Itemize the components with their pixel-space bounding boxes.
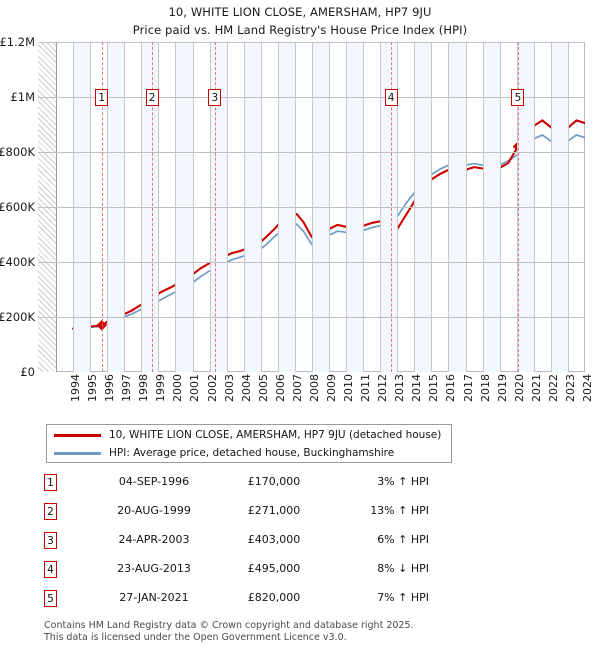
y-gridline [38, 152, 585, 153]
transaction-marker-badge-2[interactable]: 2 [145, 89, 159, 106]
legend-item-hpi: HPI: Average price, detached house, Buck… [54, 444, 394, 462]
x-axis-tick-label: 2018 [478, 374, 492, 402]
footer-line-copyright: Contains HM Land Registry data © Crown c… [44, 620, 414, 631]
x-axis-tick-label: 1996 [103, 374, 117, 402]
row-hpi-delta: 13% ↑ HPI [370, 504, 429, 517]
row-hpi-delta: 3% ↑ HPI [377, 475, 429, 488]
y-axis-tick-label: £0 [20, 365, 35, 379]
chart-plot-area: 1 2 3 4 5 [38, 42, 585, 372]
x-axis-tick-label: 2007 [290, 374, 304, 402]
x-axis-tick-label: 1994 [69, 374, 83, 402]
x-axis-tick-label: 1998 [137, 374, 151, 402]
row-price: £495,000 [247, 562, 301, 575]
chart-title-block: 10, WHITE LION CLOSE, AMERSHAM, HP7 9JU … [0, 0, 600, 37]
x-axis-tick-label: 2014 [410, 374, 424, 402]
y-gridline [38, 42, 585, 43]
y-axis-tick-label: £800K [0, 145, 35, 159]
x-axis-tick-label: 1997 [120, 374, 134, 402]
row-number-badge: 1 [44, 474, 57, 491]
transaction-marker-line-1 [101, 42, 103, 372]
y-axis-tick-label: £1.2M [0, 35, 35, 49]
chart-legend: 10, WHITE LION CLOSE, AMERSHAM, HP7 9JU … [46, 424, 452, 463]
table-row[interactable]: 1 04-SEP-1996 £170,000 3% ↑ HPI [44, 472, 464, 501]
page-title: 10, WHITE LION CLOSE, AMERSHAM, HP7 9JU [168, 5, 432, 19]
row-number-badge: 5 [44, 590, 57, 607]
x-axis-tick-label: 2016 [444, 374, 458, 402]
row-date: 20-AUG-1999 [117, 504, 191, 517]
legend-label-hpi: HPI: Average price, detached house, Buck… [109, 447, 395, 459]
x-axis-tick-label: 2010 [342, 374, 356, 402]
x-axis-tick-label: 2024 [580, 374, 594, 402]
transaction-marker-line-5 [517, 42, 519, 372]
x-axis-tick-label: 2003 [222, 374, 236, 402]
transaction-marker-line-2 [152, 42, 154, 372]
footer-attribution: Contains HM Land Registry data © Crown c… [44, 620, 584, 643]
row-price: £403,000 [247, 533, 301, 546]
x-axis-tick-label: 2001 [188, 374, 202, 402]
x-axis-tick-label: 2002 [205, 374, 219, 402]
x-axis-tick-label: 2011 [359, 374, 373, 402]
x-axis-tick-label: 2013 [393, 374, 407, 402]
row-hpi-delta: 8% ↓ HPI [377, 562, 429, 575]
x-axis-tick-label: 2020 [512, 374, 526, 402]
legend-item-property: 10, WHITE LION CLOSE, AMERSHAM, HP7 9JU … [54, 426, 441, 444]
row-price: £170,000 [247, 475, 301, 488]
row-date: 04-SEP-1996 [118, 475, 190, 488]
x-axis-tick-label: 2008 [307, 374, 321, 402]
x-axis-tick-label: 1995 [86, 374, 100, 402]
row-hpi-delta: 6% ↑ HPI [377, 533, 429, 546]
row-date: 23-AUG-2013 [117, 562, 191, 575]
y-gridline [38, 317, 585, 318]
x-axis-tick-label: 2023 [563, 374, 577, 402]
transaction-marker-line-4 [391, 42, 393, 372]
y-axis-tick-label: £200K [0, 310, 35, 324]
row-number-badge: 4 [44, 561, 57, 578]
x-axis-tick-label: 2021 [529, 374, 543, 402]
y-gridline [38, 97, 585, 98]
row-price: £271,000 [247, 504, 301, 517]
x-axis-tick-label: 2009 [325, 374, 338, 402]
y-axis-tick-label: £400K [0, 255, 35, 269]
row-date: 24-APR-2003 [118, 533, 190, 546]
row-date: 27-JAN-2021 [119, 591, 189, 604]
x-axis-tick-label: 2005 [256, 374, 270, 402]
footer-line-licence: This data is licensed under the Open Gov… [44, 631, 347, 643]
y-axis-tick-label: £1M [10, 90, 35, 104]
row-hpi-delta: 7% ↑ HPI [377, 591, 429, 604]
row-number-badge: 2 [44, 503, 57, 520]
table-row[interactable]: 4 23-AUG-2013 £495,000 8% ↓ HPI [44, 559, 464, 588]
x-axis-labels: 1994 1995 1996 1997 1998 1999 2000 2001 2002 2003… [38, 374, 600, 414]
x-axis-tick-label: 2006 [273, 374, 287, 402]
y-axis-tick-label: £600K [0, 200, 35, 214]
x-axis-tick-label: 1999 [154, 374, 168, 402]
legend-swatch-hpi [54, 451, 101, 455]
y-gridline [38, 207, 585, 208]
transaction-marker-badge-4[interactable]: 4 [384, 89, 398, 106]
x-axis-tick-label: 2019 [495, 374, 509, 402]
transaction-marker-badge-5[interactable]: 5 [511, 89, 525, 106]
x-axis-tick-label: 2000 [171, 374, 185, 402]
table-row[interactable]: 2 20-AUG-1999 £271,000 13% ↑ HPI [44, 501, 464, 530]
transaction-marker-badge-3[interactable]: 3 [208, 89, 222, 106]
x-axis-tick-label: 2015 [427, 374, 441, 402]
transaction-marker-badge-1[interactable]: 1 [95, 89, 109, 106]
x-axis-tick-label: 2017 [461, 374, 475, 402]
y-axis-labels: £0 £200K £400K £600K £800K £1M £1.2M [0, 35, 38, 379]
table-row[interactable]: 5 27-JAN-2021 £820,000 7% ↑ HPI [44, 588, 464, 617]
legend-label-property: 10, WHITE LION CLOSE, AMERSHAM, HP7 9JU … [109, 429, 442, 441]
transaction-marker-line-3 [214, 42, 216, 372]
page-subtitle: Price paid vs. HM Land Registry's House … [132, 23, 468, 37]
table-row[interactable]: 3 24-APR-2003 £403,000 6% ↑ HPI [44, 530, 464, 559]
transactions-table: 1 04-SEP-1996 £170,000 3% ↑ HPI 2 20-AUG-1999… [44, 472, 464, 617]
x-axis-tick-label: 2012 [376, 374, 390, 402]
row-number-badge: 3 [44, 532, 57, 549]
y-gridline [38, 262, 585, 263]
legend-swatch-property [54, 433, 101, 437]
row-price: £820,000 [247, 591, 301, 604]
x-axis-tick-label: 2004 [239, 374, 253, 402]
x-axis-tick-label: 2022 [546, 374, 560, 402]
